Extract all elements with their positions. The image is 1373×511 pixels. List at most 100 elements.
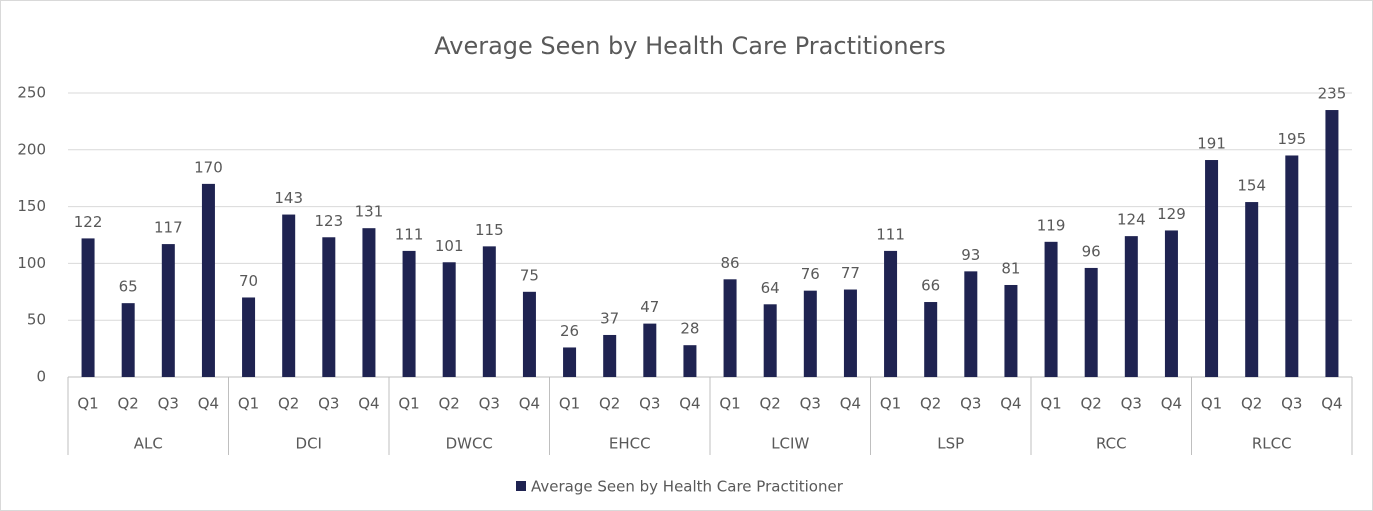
data-label: 170 <box>194 158 223 176</box>
bar <box>362 228 376 377</box>
y-tick-label: 250 <box>17 84 46 102</box>
x-tick-label: Q4 <box>198 395 219 413</box>
data-label: 37 <box>600 309 619 327</box>
bar <box>843 289 857 377</box>
data-label: 77 <box>841 264 860 282</box>
bar <box>482 246 496 377</box>
bar <box>242 297 256 377</box>
x-tick-label: Q4 <box>1161 395 1182 413</box>
group-label: LCIW <box>771 435 809 453</box>
data-label: 124 <box>1117 211 1146 229</box>
data-label: 64 <box>761 279 780 297</box>
bar <box>1245 202 1259 377</box>
data-label: 191 <box>1197 135 1226 153</box>
data-label: 143 <box>274 189 303 207</box>
x-tick-label: Q2 <box>118 395 139 413</box>
group-label: RCC <box>1096 435 1127 453</box>
group-label: ALC <box>134 435 163 453</box>
x-tick-label: Q3 <box>158 395 179 413</box>
data-label: 235 <box>1318 85 1347 103</box>
bar <box>322 237 336 377</box>
data-label: 111 <box>395 225 424 243</box>
data-label: 26 <box>560 322 579 340</box>
bar <box>1325 110 1339 377</box>
y-tick-label: 100 <box>17 254 46 272</box>
data-label: 66 <box>921 277 940 295</box>
y-tick-label: 200 <box>17 140 46 158</box>
x-tick-label: Q2 <box>1081 395 1102 413</box>
x-tick-label: Q1 <box>1201 395 1222 413</box>
bar <box>803 290 817 377</box>
x-tick-label: Q1 <box>719 395 740 413</box>
data-label: 123 <box>314 212 343 230</box>
bar <box>161 244 175 377</box>
bar <box>1285 155 1299 377</box>
bar <box>603 334 617 377</box>
bar <box>121 303 135 377</box>
bar <box>1084 267 1098 377</box>
x-tick-label: Q2 <box>1241 395 1262 413</box>
x-tick-label: Q4 <box>840 395 861 413</box>
data-label: 28 <box>680 320 699 338</box>
data-label: 70 <box>239 272 258 290</box>
legend-swatch <box>516 481 526 491</box>
bar <box>1004 284 1018 377</box>
x-tick-label: Q3 <box>639 395 660 413</box>
x-tick-label: Q1 <box>238 395 259 413</box>
bar <box>763 304 777 377</box>
bar <box>282 214 296 377</box>
y-tick-label: 150 <box>17 197 46 215</box>
x-tick-label: Q4 <box>519 395 540 413</box>
x-tick-label: Q4 <box>1321 395 1342 413</box>
bar <box>402 250 416 377</box>
bar <box>1044 241 1058 377</box>
x-tick-label: Q3 <box>960 395 981 413</box>
data-label: 86 <box>721 254 740 272</box>
x-tick-label: Q3 <box>318 395 339 413</box>
data-label: 119 <box>1037 216 1066 234</box>
x-tick-label: Q1 <box>398 395 419 413</box>
data-label: 76 <box>801 265 820 283</box>
chart-title: Average Seen by Health Care Practitioner… <box>434 32 946 60</box>
x-tick-label: Q4 <box>679 395 700 413</box>
bar <box>442 262 456 377</box>
group-label: RLCC <box>1252 435 1292 453</box>
data-label: 117 <box>154 219 183 237</box>
group-label: EHCC <box>609 435 651 453</box>
group-label: DCI <box>296 435 322 453</box>
bar <box>1205 160 1219 377</box>
bar <box>1124 236 1138 377</box>
data-label: 81 <box>1001 259 1020 277</box>
data-label: 154 <box>1237 177 1266 195</box>
x-tick-label: Q2 <box>439 395 460 413</box>
bar <box>1164 230 1178 377</box>
group-label: DWCC <box>446 435 493 453</box>
data-label: 65 <box>119 278 138 296</box>
bar <box>643 323 657 377</box>
x-tick-label: Q1 <box>559 395 580 413</box>
data-label: 131 <box>355 203 384 221</box>
data-label: 47 <box>640 298 659 316</box>
data-label: 111 <box>876 225 905 243</box>
x-tick-label: Q2 <box>920 395 941 413</box>
data-label: 96 <box>1082 242 1101 260</box>
x-tick-label: Q3 <box>1121 395 1142 413</box>
bar <box>522 291 536 377</box>
x-tick-label: Q1 <box>1040 395 1061 413</box>
x-tick-label: Q2 <box>760 395 781 413</box>
y-tick-label: 50 <box>27 311 46 329</box>
data-label: 129 <box>1157 205 1186 223</box>
x-tick-label: Q2 <box>278 395 299 413</box>
group-label: LSP <box>937 435 964 453</box>
x-tick-label: Q4 <box>358 395 379 413</box>
y-tick-label: 0 <box>36 368 46 386</box>
x-tick-label: Q3 <box>800 395 821 413</box>
bar <box>683 345 697 377</box>
data-label: 101 <box>435 237 464 255</box>
legend-label: Average Seen by Health Care Practitioner <box>531 478 844 496</box>
bar <box>81 238 95 377</box>
x-tick-label: Q3 <box>479 395 500 413</box>
data-label: 195 <box>1277 130 1306 148</box>
